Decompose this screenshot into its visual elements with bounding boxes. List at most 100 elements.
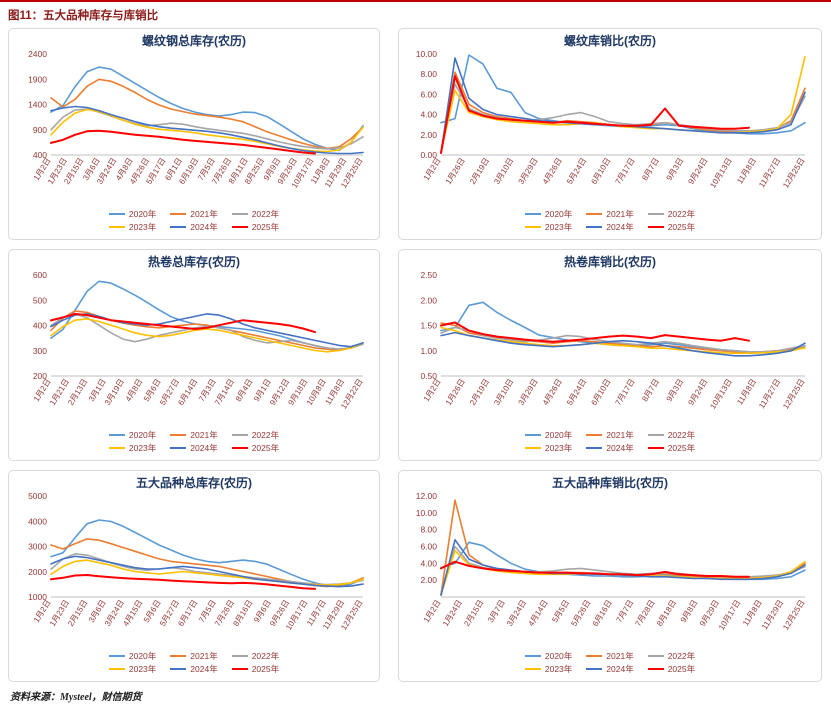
legend-line-swatch xyxy=(170,668,187,670)
y-tick-label: 2.00 xyxy=(420,130,437,140)
legend-row: 2020年 2021年 2022年 xyxy=(108,208,279,220)
legend-line-swatch xyxy=(231,668,248,670)
plot-area-hrc-ratio: 0.50 1.00 1.50 2.00 2.50 1月2日 1月26日 2月19日 3月10日 3… xyxy=(420,270,806,411)
legend-line-swatch xyxy=(170,213,187,215)
x-tick-label: 9月3日 xyxy=(665,156,686,182)
series-line-2024年 xyxy=(50,105,364,155)
legend-label: 2025年 xyxy=(251,222,280,232)
legend-label: 2022年 xyxy=(667,651,696,661)
legend-item-2022年: 2022年 xyxy=(231,650,280,662)
x-tick-label: 6月10日 xyxy=(589,156,612,186)
chart-panel-rebar-ratio: 螺纹库销比(农历) 0.00 2.00 4.00 6.00 8.00 10.00 1月2日 1… xyxy=(398,28,822,240)
legend-line-swatch xyxy=(231,447,248,449)
legend-label: 2022年 xyxy=(251,651,280,661)
legend-line-swatch xyxy=(586,434,603,436)
chart-panel-five-inventory: 五大品种总库存(农历) 1000 2000 3000 4000 5000 1月2日 1月23… xyxy=(8,470,380,682)
series-line-2025年 xyxy=(440,75,750,154)
series-line-2024年 xyxy=(50,313,364,348)
legend-item-2024年: 2024年 xyxy=(170,221,218,233)
chart-panel-hrc-ratio: 热卷库销比(农历) 0.50 1.00 1.50 2.00 2.50 1月2日 1月26日 2… xyxy=(398,249,822,461)
legend-item-2021年: 2021年 xyxy=(586,429,634,441)
legend-label: 2023年 xyxy=(544,222,573,232)
chart-panel-five-ratio: 五大品种库销比(农历) 2.00 4.00 6.00 8.00 10.00 12.00 1月… xyxy=(398,470,822,682)
x-tick-label: 1月2日 xyxy=(422,156,443,182)
series-line-2020年 xyxy=(50,519,364,588)
series-line-2025年 xyxy=(440,560,750,578)
legend-line-swatch xyxy=(170,447,187,449)
x-tick-label: 5月24日 xyxy=(565,156,588,186)
legend-label: 2023年 xyxy=(128,222,157,232)
x-tick-label: 5月26日 xyxy=(569,598,592,628)
legend-item-2021年: 2021年 xyxy=(170,429,218,441)
legend-hrc-ratio: 2020年 2021年 2022年 2023年 2024年 2025年 xyxy=(403,428,817,454)
legend-label: 2021年 xyxy=(190,430,218,440)
legend-item-2023年: 2023年 xyxy=(524,663,573,675)
legend-item-2025年: 2025年 xyxy=(647,663,695,675)
series-line-2025年 xyxy=(50,312,316,334)
legend-line-swatch xyxy=(586,447,603,449)
legend-label: 2025年 xyxy=(251,443,280,453)
legend-line-swatch xyxy=(647,668,664,670)
legend-label: 2024年 xyxy=(190,664,218,674)
series-line-2023年 xyxy=(440,326,806,355)
series-line-2023年 xyxy=(50,318,364,353)
x-tick-label: 8月7日 xyxy=(640,377,661,403)
legend-line-swatch xyxy=(524,226,541,228)
legend-label: 2021年 xyxy=(606,209,634,219)
legend-item-2025年: 2025年 xyxy=(647,221,696,233)
legend-label: 2024年 xyxy=(606,664,634,674)
legend-label: 2022年 xyxy=(251,430,280,440)
x-tick-label: 2月15日 xyxy=(462,598,485,628)
legend-label: 2021年 xyxy=(606,651,634,661)
legend-label: 2025年 xyxy=(667,222,696,232)
legend-item-2021年: 2021年 xyxy=(170,208,218,220)
legend-label: 2023年 xyxy=(544,664,573,674)
y-tick-label: 10.00 xyxy=(416,508,438,518)
x-tick-label: 7月17日 xyxy=(614,156,637,186)
x-tick-label: 2月19日 xyxy=(468,156,491,186)
series-line-2022年 xyxy=(440,326,806,353)
legend-line-swatch xyxy=(170,434,187,436)
legend-row: 2023年 2024年 2025年 xyxy=(524,663,695,675)
y-tick-label: 400 xyxy=(33,321,47,331)
legend-hrc-inventory: 2020年 2021年 2022年 2023年 2024年 2025年 xyxy=(13,428,375,454)
chart-title-hrc-inventory: 热卷总库存(农历) xyxy=(148,255,240,269)
legend-item-2022年: 2022年 xyxy=(647,208,696,220)
legend-item-2021年: 2021年 xyxy=(170,650,218,662)
legend-row: 2023年 2024年 2025年 xyxy=(108,663,280,675)
source-note: 资料来源：Mysteel，财信期货 xyxy=(10,692,142,703)
legend-line-swatch xyxy=(170,655,187,657)
chart-title-five-ratio: 五大品种库销比(农历) xyxy=(552,476,668,490)
x-tick-label: 1月26日 xyxy=(444,156,467,186)
legend-item-2024年: 2024年 xyxy=(586,663,634,675)
legend-item-2022年: 2022年 xyxy=(231,429,280,441)
legend-item-2023年: 2023年 xyxy=(524,442,572,454)
legend-label: 2025年 xyxy=(251,664,280,674)
y-tick-label: 1.00 xyxy=(420,346,437,356)
x-tick-label: 10月13日 xyxy=(708,156,734,189)
legend-item-2024年: 2024年 xyxy=(170,442,218,454)
legend-row: 2020年 2021年 2022年 xyxy=(108,650,280,662)
x-tick-label: 3月10日 xyxy=(492,156,515,186)
series-line-2024年 xyxy=(440,539,806,597)
y-tick-label: 1400 xyxy=(28,100,47,110)
x-tick-label: 11月8日 xyxy=(735,156,758,185)
x-tick-label: 7月7日 xyxy=(615,598,636,624)
x-tick-label: 5月24日 xyxy=(565,377,588,407)
x-tick-label: 4月26日 xyxy=(541,377,564,407)
x-tick-label: 12月25日 xyxy=(781,156,807,189)
plot-area-hrc-inventory: 2003004005006001月2日1月21日2月13日3月1日3月19日4月… xyxy=(32,270,365,411)
legend-line-swatch xyxy=(231,226,248,228)
legend-label: 2020年 xyxy=(128,209,157,219)
charts-grid: 螺纹钢总库存(农历) 400 900 1400 1900 2400 1月2日 1月23日 2月… xyxy=(0,27,831,682)
legend-label: 2022年 xyxy=(667,209,696,219)
legend-item-2020年: 2020年 xyxy=(108,650,156,662)
legend-item-2023年: 2023年 xyxy=(108,442,156,454)
x-tick-label: 11月8日 xyxy=(735,377,758,406)
legend-item-2020年: 2020年 xyxy=(524,208,572,220)
legend-line-swatch xyxy=(108,213,125,215)
chart-title-hrc-ratio: 热卷库销比(农历) xyxy=(564,255,656,269)
series-line-2024年 xyxy=(50,555,364,588)
x-tick-label: 3月29日 xyxy=(517,156,540,186)
legend-rebar-ratio: 2020年 2021年 2022年 2023年 2024年 2025年 xyxy=(403,207,817,233)
